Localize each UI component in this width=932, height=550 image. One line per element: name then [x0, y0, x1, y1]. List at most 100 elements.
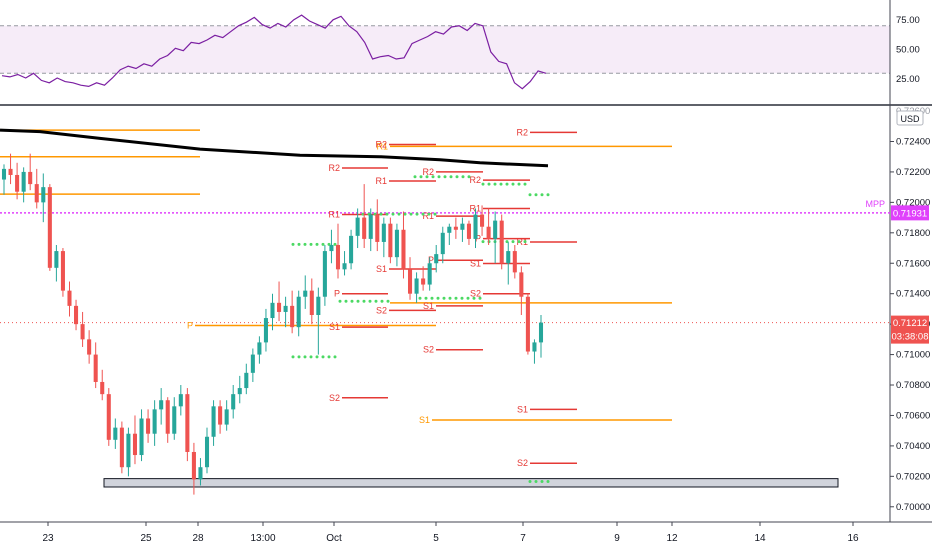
dotted-level-dot [481, 240, 485, 244]
dotted-level-dot [333, 355, 337, 359]
dotted-level-dot [309, 355, 313, 359]
dotted-level-dot [534, 480, 538, 484]
candle-body [126, 433, 131, 468]
dotted-level-dot [442, 296, 446, 300]
pivot-label: S1 [376, 264, 387, 274]
price-tick-label: 0.71000 [896, 350, 930, 361]
candle-body [54, 251, 59, 268]
price-tick-label: 0.71400 [896, 289, 930, 300]
dotted-level-dot [419, 175, 423, 179]
support-zone[interactable] [103, 478, 839, 488]
dotted-level-dot [356, 299, 360, 303]
mpp-label: MPP [865, 199, 885, 209]
candle-body [486, 226, 491, 239]
rsi-tick-label: 50.00 [896, 45, 920, 56]
candle-body [250, 354, 255, 373]
candle-body [381, 223, 386, 242]
time-tick-label: 25 [140, 533, 152, 544]
time-axis[interactable]: 23 25 28 13:00 Oct 5 7 9 12 14 16 [42, 522, 859, 544]
candle-body [329, 244, 334, 252]
candle-body [519, 272, 524, 297]
dotted-level-dot [409, 212, 413, 216]
candle-body [525, 296, 530, 352]
dotted-level-dot [424, 296, 428, 300]
candle-body [303, 290, 308, 297]
rsi-tick-label: 75.00 [896, 15, 920, 26]
moving-average-line [0, 128, 549, 168]
time-tick-label: 14 [754, 533, 766, 544]
candle-body [427, 263, 432, 285]
dotted-level-dot [297, 355, 301, 359]
price-tick-label: 0.71600 [896, 258, 930, 269]
dotted-level-dot [425, 175, 429, 179]
pivot-label: S1 [517, 404, 528, 414]
time-tick-label: 13:00 [250, 533, 275, 544]
dotted-level-dot [540, 480, 544, 484]
candle-body [41, 187, 46, 203]
candle-body [191, 451, 196, 480]
price-tick-label: 0.70200 [896, 471, 930, 482]
dotted-level-dot [386, 299, 390, 303]
candle-body [263, 318, 268, 343]
dotted-level-dot [368, 299, 372, 303]
dotted-level-dot [517, 182, 521, 186]
candle-body [172, 406, 177, 434]
dotted-level-dot [315, 355, 319, 359]
time-tick-label: 5 [433, 533, 439, 544]
candle-body [466, 223, 471, 239]
candle-body [113, 427, 118, 440]
currency-box[interactable] [896, 110, 924, 126]
candle-body [414, 278, 419, 294]
dotted-level-dot [321, 242, 325, 246]
pivot-label: R1 [376, 141, 388, 151]
pivot-label: S1 [470, 259, 481, 269]
candles [1, 153, 544, 495]
pivot-label: P [428, 255, 434, 265]
dotted-level-dot [427, 212, 431, 216]
candle-body [80, 324, 85, 340]
candle-body [34, 184, 39, 203]
candle-body [165, 400, 170, 434]
pivot-label: P [187, 321, 193, 331]
dotted-level-dot [460, 296, 464, 300]
dotted-level-dot [467, 175, 471, 179]
price-tick-label: 0.72200 [896, 167, 930, 178]
dotted-level-dot [528, 193, 532, 197]
candle-body [100, 381, 105, 395]
currency-label: USD [900, 114, 920, 124]
candle-body [296, 296, 301, 328]
rsi-tick-label: 25.00 [896, 74, 920, 85]
time-tick-label: 9 [614, 533, 620, 544]
dotted-level-dot [493, 182, 497, 186]
candle-body [407, 269, 413, 294]
candle-body [132, 433, 138, 456]
mpp-price-label: 0.71931 [893, 208, 927, 219]
candle-body [28, 171, 33, 185]
dotted-level-dot [466, 296, 470, 300]
dotted-level-dot [487, 182, 491, 186]
dotted-level-dot [472, 296, 476, 300]
pivot-label: S2 [517, 458, 528, 468]
pivot-label: S1 [419, 415, 430, 425]
dotted-level-dot [297, 242, 301, 246]
price-tick-label: 0.72400 [896, 136, 930, 147]
candle-body [283, 305, 288, 312]
dotted-level-dot [321, 355, 325, 359]
dotted-level-dot [443, 175, 447, 179]
candle-body [309, 290, 314, 315]
pivot-label: R1 [328, 210, 340, 220]
candle-body [211, 406, 216, 437]
pivot-label: R2 [328, 163, 340, 173]
pivot-label: S2 [423, 345, 434, 355]
candle-body [231, 394, 236, 410]
price-axis[interactable]: 0.726000.724000.722000.720000.718000.716… [890, 106, 930, 513]
candle-body [218, 406, 223, 425]
dotted-level-dot [540, 193, 544, 197]
dotted-level-dot [437, 175, 441, 179]
candle-body [349, 235, 354, 264]
dotted-level-dot [478, 296, 482, 300]
candle-body [15, 174, 20, 192]
candle-body [185, 394, 190, 452]
candle-body [506, 251, 511, 264]
